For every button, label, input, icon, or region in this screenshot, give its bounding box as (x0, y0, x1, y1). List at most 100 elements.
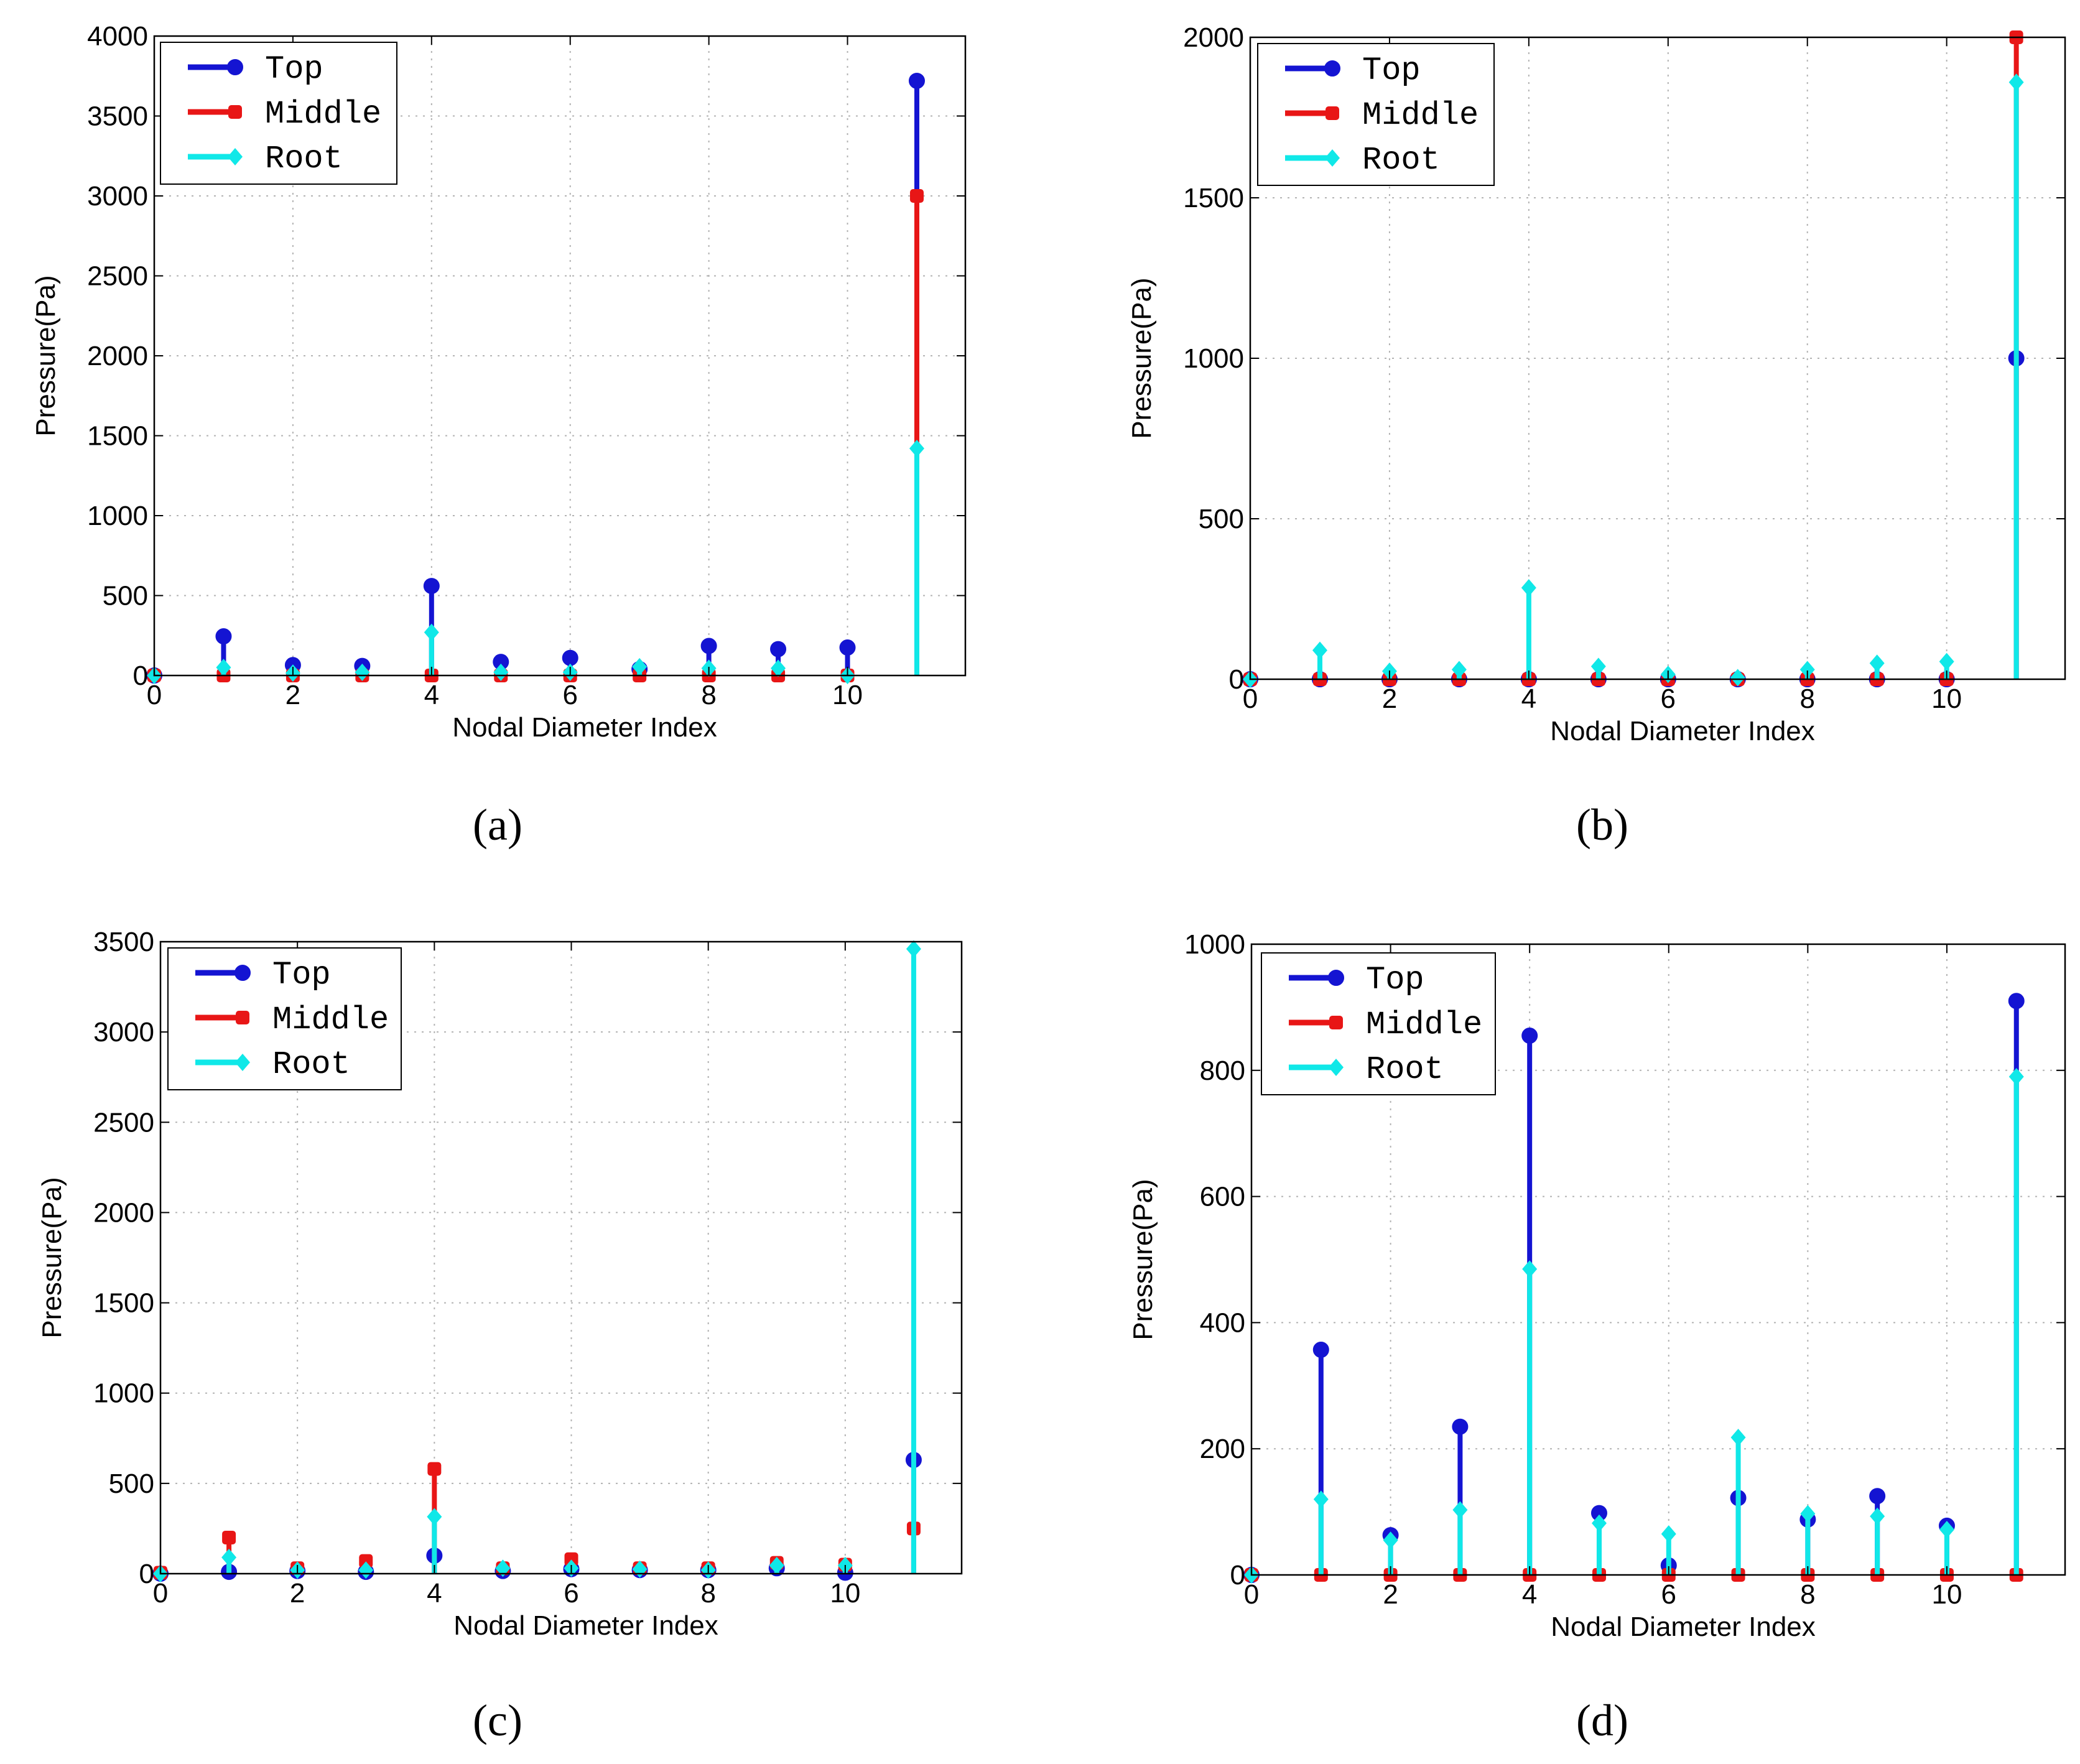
marker-root-d-6 (1661, 1525, 1676, 1543)
legend-marker-root-b (1325, 149, 1340, 167)
y-tick-label-d: 1000 (1184, 929, 1245, 960)
marker-middle-c-3 (359, 1554, 373, 1568)
x-tick-label-d: 6 (1661, 1579, 1676, 1610)
caption-a: (a) (473, 800, 522, 850)
legend-a: Top Middle Root (160, 42, 397, 185)
axes-box-d (1250, 943, 2066, 1576)
y-tick-label-d: 800 (1200, 1056, 1245, 1086)
marker-root-b-1 (1312, 641, 1327, 659)
legend-marker-root-d (1329, 1059, 1344, 1076)
caption-b: (b) (1576, 800, 1628, 850)
marker-root-b-7 (1730, 669, 1745, 687)
x-tick-label-b: 10 (1931, 684, 1962, 714)
chart-panel-a: (a) 0 2 4 6 8 10 0 500 1000 1500 2000 2500 3000 3500 4… (30, 21, 967, 850)
legend-label-root-b: Root (1362, 142, 1440, 179)
x-tick-label-a: 0 (147, 680, 162, 710)
marker-root-b-8 (1799, 661, 1815, 679)
marker-root-b-10 (1939, 652, 1954, 671)
x-tick-label-d: 8 (1800, 1579, 1815, 1610)
legend-label-middle-a: Middle (265, 96, 381, 132)
legend-label-middle-c: Middle (272, 1001, 389, 1038)
legend-label-middle-d: Middle (1366, 1006, 1482, 1043)
marker-top-a-6 (562, 649, 578, 666)
marker-middle-c-4 (427, 1462, 442, 1476)
x-tick-label-b: 0 (1243, 684, 1258, 714)
marker-root-b-4 (1521, 578, 1536, 597)
x-tick-label-b: 8 (1799, 684, 1814, 714)
marker-root-c-1 (221, 1548, 237, 1566)
y-tick-label-a: 1000 (87, 501, 148, 531)
y-axis-label-a: Pressure(Pa) (30, 275, 61, 436)
legend-label-top-a: Top (265, 51, 323, 88)
x-tick-label-d: 10 (1931, 1579, 1962, 1610)
chart-panel-b: (b) 0 2 4 6 8 10 0 500 1000 1500 2000 Nodal Diamete… (1126, 22, 2066, 850)
y-axis-label-b: Pressure(Pa) (1126, 277, 1157, 439)
caption-c: (c) (473, 1696, 522, 1745)
x-tick-label-c: 6 (564, 1578, 578, 1608)
y-tick-label-a: 1500 (87, 421, 148, 452)
y-tick-label-b: 500 (1199, 504, 1244, 534)
y-tick-label-c: 3000 (93, 1017, 154, 1047)
legend-marker-top-c (234, 965, 251, 981)
legend-label-root-c: Root (272, 1046, 350, 1083)
marker-root-c-5 (495, 1559, 511, 1577)
marker-root-d-11 (2008, 1067, 2024, 1085)
legend-label-top-d: Top (1366, 962, 1424, 998)
x-tick-label-c: 0 (153, 1578, 168, 1608)
marker-root-c-9 (769, 1556, 784, 1574)
marker-root-d-10 (1939, 1520, 1954, 1538)
x-tick-label-a: 6 (562, 680, 577, 710)
x-tick-label-d: 2 (1383, 1579, 1398, 1610)
marker-root-b-11 (2008, 73, 2024, 91)
legend-marker-top-a (227, 59, 243, 75)
marker-top-d-9 (1869, 1488, 1886, 1505)
y-tick-label-a: 3500 (87, 101, 148, 132)
marker-top-a-4 (423, 578, 440, 595)
chart-panel-c: (c) 0 2 4 6 8 10 0 500 1000 1500 2000 2500 3000 3500 N… (37, 927, 963, 1745)
legend-marker-root-a (228, 148, 243, 165)
x-tick-label-c: 4 (427, 1578, 442, 1608)
marker-root-d-2 (1383, 1531, 1398, 1549)
legend-label-top-b: Top (1362, 52, 1421, 89)
marker-root-a-1 (216, 659, 231, 677)
legend-label-middle-b: Middle (1362, 97, 1479, 134)
chart-panel-d: (d) 0 2 4 6 8 10 0 200 400 600 800 1000 Nodal Diamet… (1128, 929, 2066, 1745)
y-tick-label-b: 1500 (1183, 183, 1244, 213)
marker-root-b-5 (1590, 657, 1606, 675)
marker-root-a-7 (632, 657, 648, 675)
x-tick-label-d: 0 (1244, 1579, 1259, 1610)
legend-c: Top Middle Root (167, 947, 402, 1090)
marker-root-a-4 (424, 623, 439, 641)
legend-label-root-a: Root (265, 141, 343, 177)
marker-root-a-11 (909, 440, 924, 458)
marker-root-a-3 (355, 663, 370, 681)
x-tick-label-a: 10 (832, 680, 863, 710)
y-tick-label-d: 600 (1200, 1182, 1245, 1212)
marker-root-d-9 (1870, 1507, 1885, 1525)
axes-box-c (159, 940, 963, 1575)
marker-root-d-5 (1591, 1514, 1607, 1532)
marker-top-d-4 (1521, 1028, 1538, 1044)
x-tick-label-b: 2 (1382, 684, 1397, 714)
legend-marker-middle-b (1326, 106, 1339, 120)
x-tick-label-a: 2 (286, 680, 300, 710)
marker-top-a-10 (839, 639, 856, 656)
y-tick-label-b: 1000 (1183, 343, 1244, 374)
y-tick-label-c: 2000 (93, 1197, 154, 1228)
y-tick-label-c: 2500 (93, 1107, 154, 1138)
marker-root-c-4 (427, 1508, 442, 1526)
y-axis-label-c: Pressure(Pa) (37, 1177, 67, 1338)
marker-root-b-3 (1451, 661, 1467, 679)
y-tick-label-a: 3000 (87, 181, 148, 211)
x-axis-label-a: Nodal Diameter Index (452, 712, 717, 743)
y-tick-label-b: 2000 (1183, 22, 1244, 53)
marker-top-a-11 (908, 72, 925, 89)
y-tick-label-d: 200 (1200, 1434, 1245, 1464)
legend-marker-root-c (235, 1054, 250, 1071)
legend-b: Top Middle Root (1257, 43, 1495, 186)
legend-marker-middle-c (236, 1011, 249, 1024)
y-tick-label-c: 0 (139, 1559, 154, 1589)
x-tick-label-a: 8 (701, 680, 716, 710)
marker-top-d-3 (1452, 1418, 1469, 1435)
x-tick-label-b: 4 (1521, 684, 1536, 714)
